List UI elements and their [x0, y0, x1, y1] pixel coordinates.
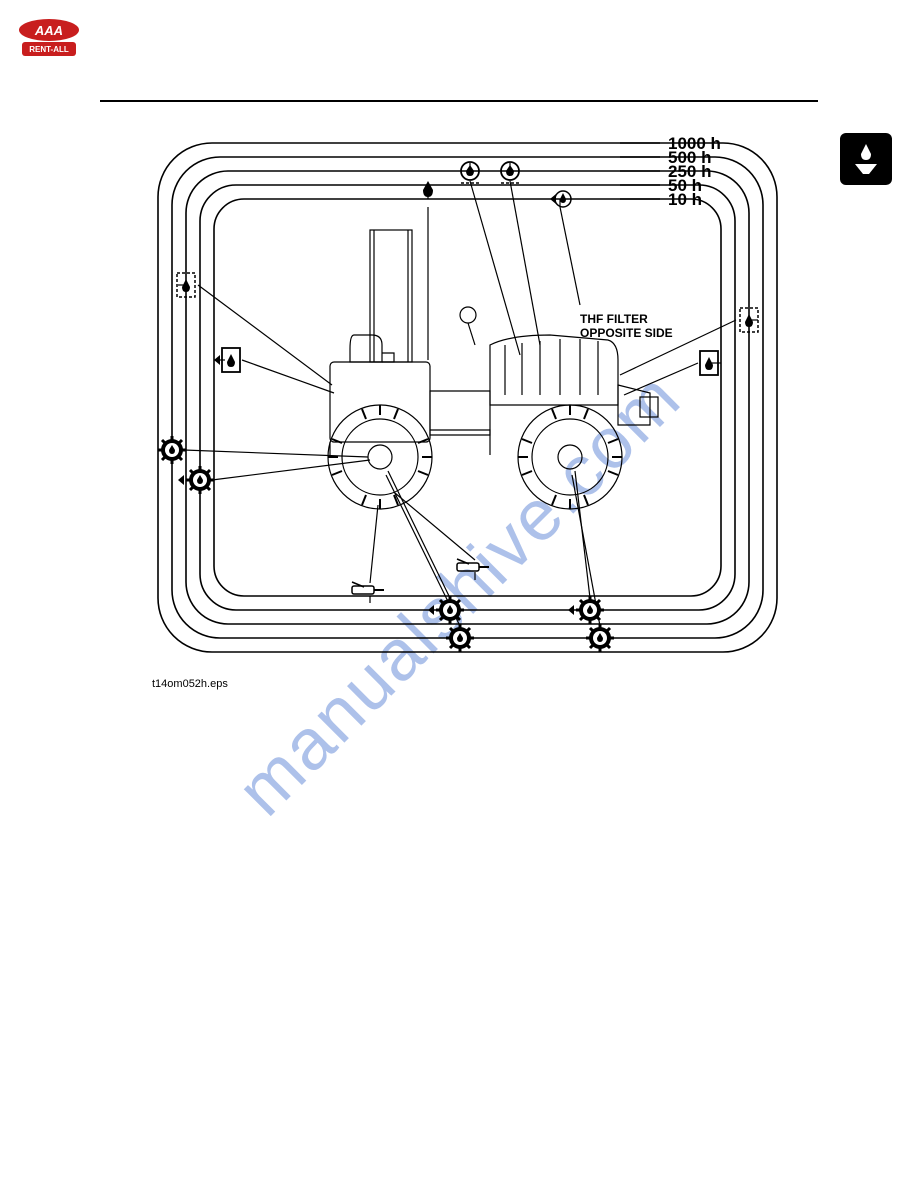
gear-oil-check-icon	[428, 596, 464, 624]
grease-gun-icon	[352, 582, 384, 594]
gear-oil-icon	[446, 624, 474, 652]
oil-check-icon	[461, 162, 479, 183]
oil-drop-icon	[423, 181, 433, 197]
hour-labels: 1000 h 500 h 250 h 50 h 10 h	[620, 135, 721, 209]
lubrication-section-icon	[840, 133, 892, 185]
filter-check-icon	[214, 348, 240, 372]
interval-rings	[158, 143, 777, 652]
svg-text:AAA: AAA	[34, 23, 63, 38]
service-icons	[158, 162, 758, 652]
gear-oil-check-icon	[178, 466, 214, 494]
thf-filter-annotation: THF FILTER OPPOSITE SIDE	[580, 312, 673, 340]
vehicle-illustration	[328, 230, 658, 509]
svg-text:THF FILTER: THF FILTER	[580, 312, 648, 326]
svg-text:RENT-ALL: RENT-ALL	[29, 45, 69, 54]
gear-oil-icon	[586, 624, 614, 652]
leader-lines	[164, 163, 758, 646]
oil-check-icon	[501, 162, 519, 183]
label-10h: 10 h	[668, 190, 702, 209]
svg-text:OPPOSITE SIDE: OPPOSITE SIDE	[580, 326, 673, 340]
lubrication-diagram: 1000 h 500 h 250 h 50 h 10 h	[150, 135, 785, 660]
gear-oil-check-icon	[568, 596, 604, 624]
grease-gun-icon	[457, 559, 489, 571]
gear-oil-icon	[158, 436, 186, 464]
header-divider	[100, 100, 818, 102]
aaa-rentall-logo: AAA RENT-ALL	[18, 18, 80, 60]
figure-caption: t14om052h.eps	[152, 678, 228, 690]
